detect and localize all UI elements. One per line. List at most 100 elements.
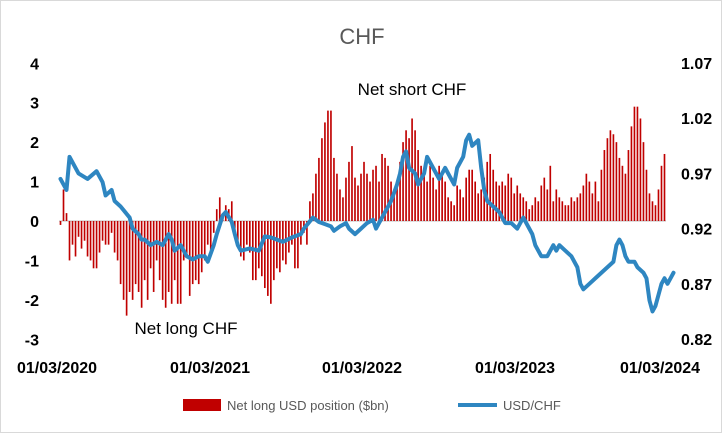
bar — [552, 201, 555, 221]
bar — [122, 221, 125, 300]
bar — [387, 165, 389, 221]
bar — [471, 169, 473, 221]
bar — [480, 189, 483, 221]
bar — [71, 221, 74, 245]
bar — [573, 201, 576, 221]
bar — [372, 169, 374, 221]
bar — [363, 161, 365, 221]
bar — [291, 221, 293, 245]
bar — [384, 157, 386, 221]
bar — [456, 185, 458, 221]
bar — [534, 197, 537, 221]
bar — [405, 130, 407, 221]
bar — [501, 181, 504, 221]
bar — [495, 181, 498, 221]
bar — [80, 221, 83, 249]
bar — [570, 197, 573, 221]
bar — [603, 150, 606, 221]
right-tick-label: 1.07 — [681, 56, 712, 73]
left-tick-label: 1 — [30, 175, 39, 192]
bar — [354, 177, 356, 221]
bar — [345, 177, 347, 221]
bar — [375, 165, 377, 221]
bar — [245, 221, 248, 245]
bar — [567, 205, 570, 221]
bar — [258, 221, 260, 269]
bar — [468, 169, 470, 221]
bar — [116, 221, 119, 261]
bar — [441, 173, 443, 221]
bar — [270, 221, 272, 304]
bar — [215, 209, 218, 221]
bar — [321, 138, 323, 221]
legend: Net long USD position ($bn) USD/CHF — [183, 398, 561, 413]
x-tick-label: 01/03/2024 — [620, 360, 700, 377]
bar — [522, 197, 525, 221]
bar — [146, 221, 149, 300]
bar — [663, 153, 666, 221]
annotation-net-long: Net long CHF — [135, 319, 238, 338]
bar — [606, 138, 609, 221]
bar — [651, 201, 654, 221]
x-tick-label: 01/03/2020 — [17, 360, 97, 377]
bar — [450, 201, 452, 221]
bar — [200, 221, 203, 273]
bar — [77, 221, 80, 237]
bar — [315, 173, 317, 221]
left-tick-label: 2 — [30, 135, 39, 152]
bar — [519, 193, 522, 221]
bar — [164, 221, 167, 308]
bar — [230, 201, 233, 221]
bar — [513, 193, 516, 221]
right-tick-label: 0.97 — [681, 166, 712, 183]
left-tick-label: -3 — [25, 332, 39, 349]
bar — [486, 161, 489, 221]
right-axis: 1.07 1.02 0.97 0.92 0.87 0.82 — [681, 56, 712, 349]
bar — [492, 169, 495, 221]
left-axis: 4 3 2 1 0 -1 -2 -3 — [25, 56, 39, 349]
bar — [86, 221, 89, 257]
bar — [477, 193, 480, 221]
legend-bar-label: Net long USD position ($bn) — [227, 398, 389, 413]
bar — [339, 189, 341, 221]
bar — [134, 221, 137, 285]
bar — [510, 177, 513, 221]
bar — [555, 189, 558, 221]
bar — [248, 221, 251, 253]
bar — [83, 221, 86, 241]
bar — [609, 130, 612, 221]
bar — [429, 165, 431, 221]
bar — [660, 165, 663, 221]
bar — [161, 221, 164, 300]
bar — [98, 221, 101, 253]
x-axis: 01/03/2020 01/03/2021 01/03/2022 01/03/2023… — [17, 360, 700, 377]
bar — [357, 185, 359, 221]
bar — [447, 197, 449, 221]
bar — [125, 221, 128, 316]
bar — [585, 173, 588, 221]
x-tick-label: 01/03/2023 — [475, 360, 555, 377]
legend-line-label: USD/CHF — [503, 398, 561, 413]
bar — [423, 173, 425, 221]
bar — [600, 169, 603, 221]
bar — [543, 177, 546, 221]
bar — [438, 165, 440, 221]
bar — [62, 189, 65, 221]
bar — [312, 193, 314, 221]
bar — [576, 197, 579, 221]
bar-series — [59, 106, 666, 316]
bar — [558, 197, 561, 221]
annotation-net-short: Net short CHF — [358, 80, 467, 99]
bar — [89, 221, 92, 261]
usdchf-line — [58, 132, 676, 314]
bar — [432, 177, 434, 221]
bar — [615, 142, 618, 221]
bar — [113, 221, 116, 253]
x-tick-label: 01/03/2022 — [322, 360, 402, 377]
bar — [104, 221, 107, 245]
bar — [657, 189, 660, 221]
bar — [579, 193, 582, 221]
bar — [369, 181, 371, 221]
bar — [92, 221, 95, 269]
bar — [194, 221, 197, 281]
